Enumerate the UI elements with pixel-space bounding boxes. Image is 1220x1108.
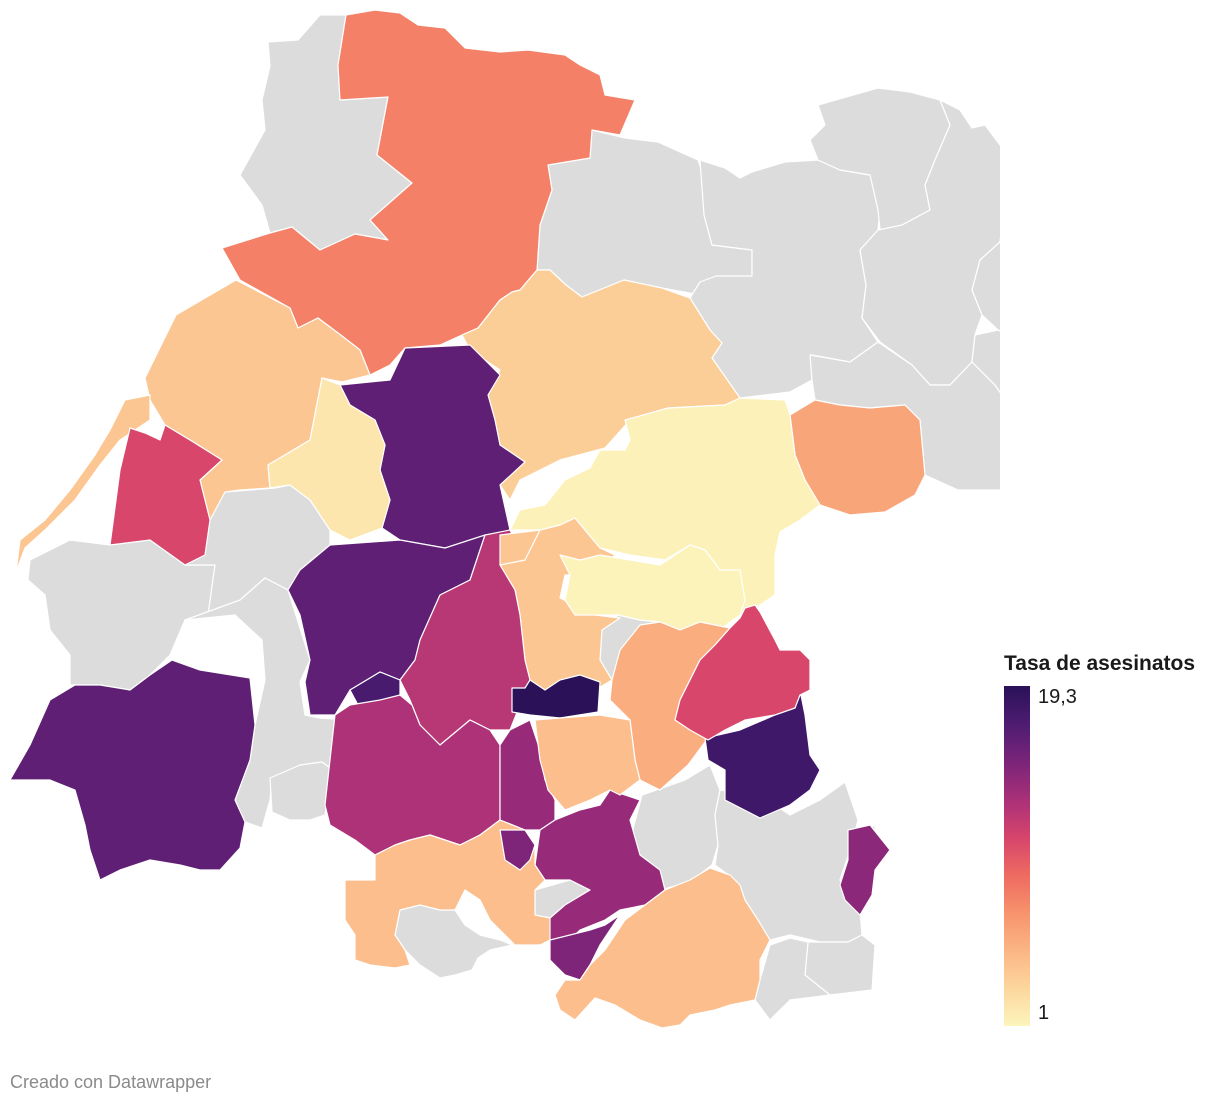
region-ne-4[interactable] <box>971 172 1000 358</box>
region-center-darkest[interactable] <box>511 674 601 719</box>
region-center-orange[interactable] <box>534 714 641 811</box>
region-sw-large[interactable] <box>9 659 256 881</box>
region-center-peach[interactable] <box>267 377 391 541</box>
legend-color-scale <box>1004 686 1030 1026</box>
region-south-center-pink[interactable] <box>499 829 536 871</box>
region-center-lightest-1[interactable] <box>559 544 746 631</box>
color-legend: Tasa de asesinatos 19,3 1 <box>1004 652 1216 1032</box>
region-south-peach-2[interactable] <box>554 867 771 1029</box>
choropleth-map <box>9 9 1000 1029</box>
region-center-small[interactable] <box>499 529 541 566</box>
region-west-pink[interactable] <box>109 424 223 566</box>
region-se-pink[interactable] <box>839 824 891 916</box>
region-south-pink-3[interactable] <box>534 789 666 951</box>
credit-text[interactable]: Creado con Datawrapper <box>10 1072 212 1092</box>
legend-title: Tasa de asesinatos <box>1004 652 1196 675</box>
region-south-pink-4[interactable] <box>549 914 621 981</box>
legend-max-label: 19,3 <box>1038 686 1077 708</box>
region-west-narrow[interactable] <box>15 394 151 573</box>
legend-min-label: 1 <box>1038 1002 1050 1024</box>
region-south-peach-1[interactable] <box>344 819 551 969</box>
region-east-2[interactable] <box>971 329 1000 430</box>
region-east-lightest[interactable] <box>674 604 811 741</box>
